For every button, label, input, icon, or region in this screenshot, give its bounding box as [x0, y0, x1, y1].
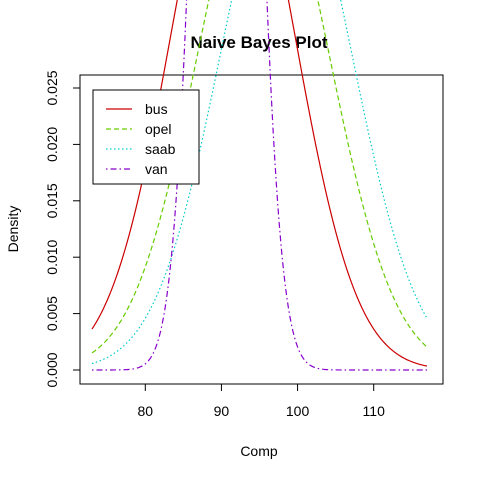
y-tick-label: 0.020: [44, 127, 60, 162]
x-axis: 80 90 100 110: [138, 383, 386, 419]
y-tick-label: 0.005: [44, 296, 60, 331]
legend: bus opel saab van: [92, 89, 200, 185]
y-tick-label: 0.025: [44, 70, 60, 105]
series-line-saab: [91, 0, 428, 365]
series-line-van: [92, 0, 427, 371]
chart-title: Naive Bayes Plot: [190, 33, 327, 52]
y-axis: 0.000 0.005 0.010 0.015 0.020 0.025: [44, 70, 81, 388]
y-tick-label: 0.010: [44, 239, 60, 274]
y-axis-label: Density: [5, 206, 21, 253]
x-tick-label: 90: [214, 403, 230, 419]
x-tick-label: 80: [138, 403, 154, 419]
y-tick-label: 0.000: [44, 352, 60, 387]
legend-label-van: van: [145, 161, 168, 177]
y-tick-label: 0.015: [44, 183, 60, 218]
x-tick-label: 100: [286, 403, 310, 419]
legend-label-opel: opel: [145, 121, 171, 137]
legend-label-saab: saab: [145, 141, 176, 157]
x-tick-label: 110: [363, 403, 386, 419]
legend-label-bus: bus: [145, 101, 168, 117]
density-curves: [91, 0, 428, 371]
legend-box: [92, 89, 200, 185]
x-axis-label: Comp: [240, 443, 278, 459]
